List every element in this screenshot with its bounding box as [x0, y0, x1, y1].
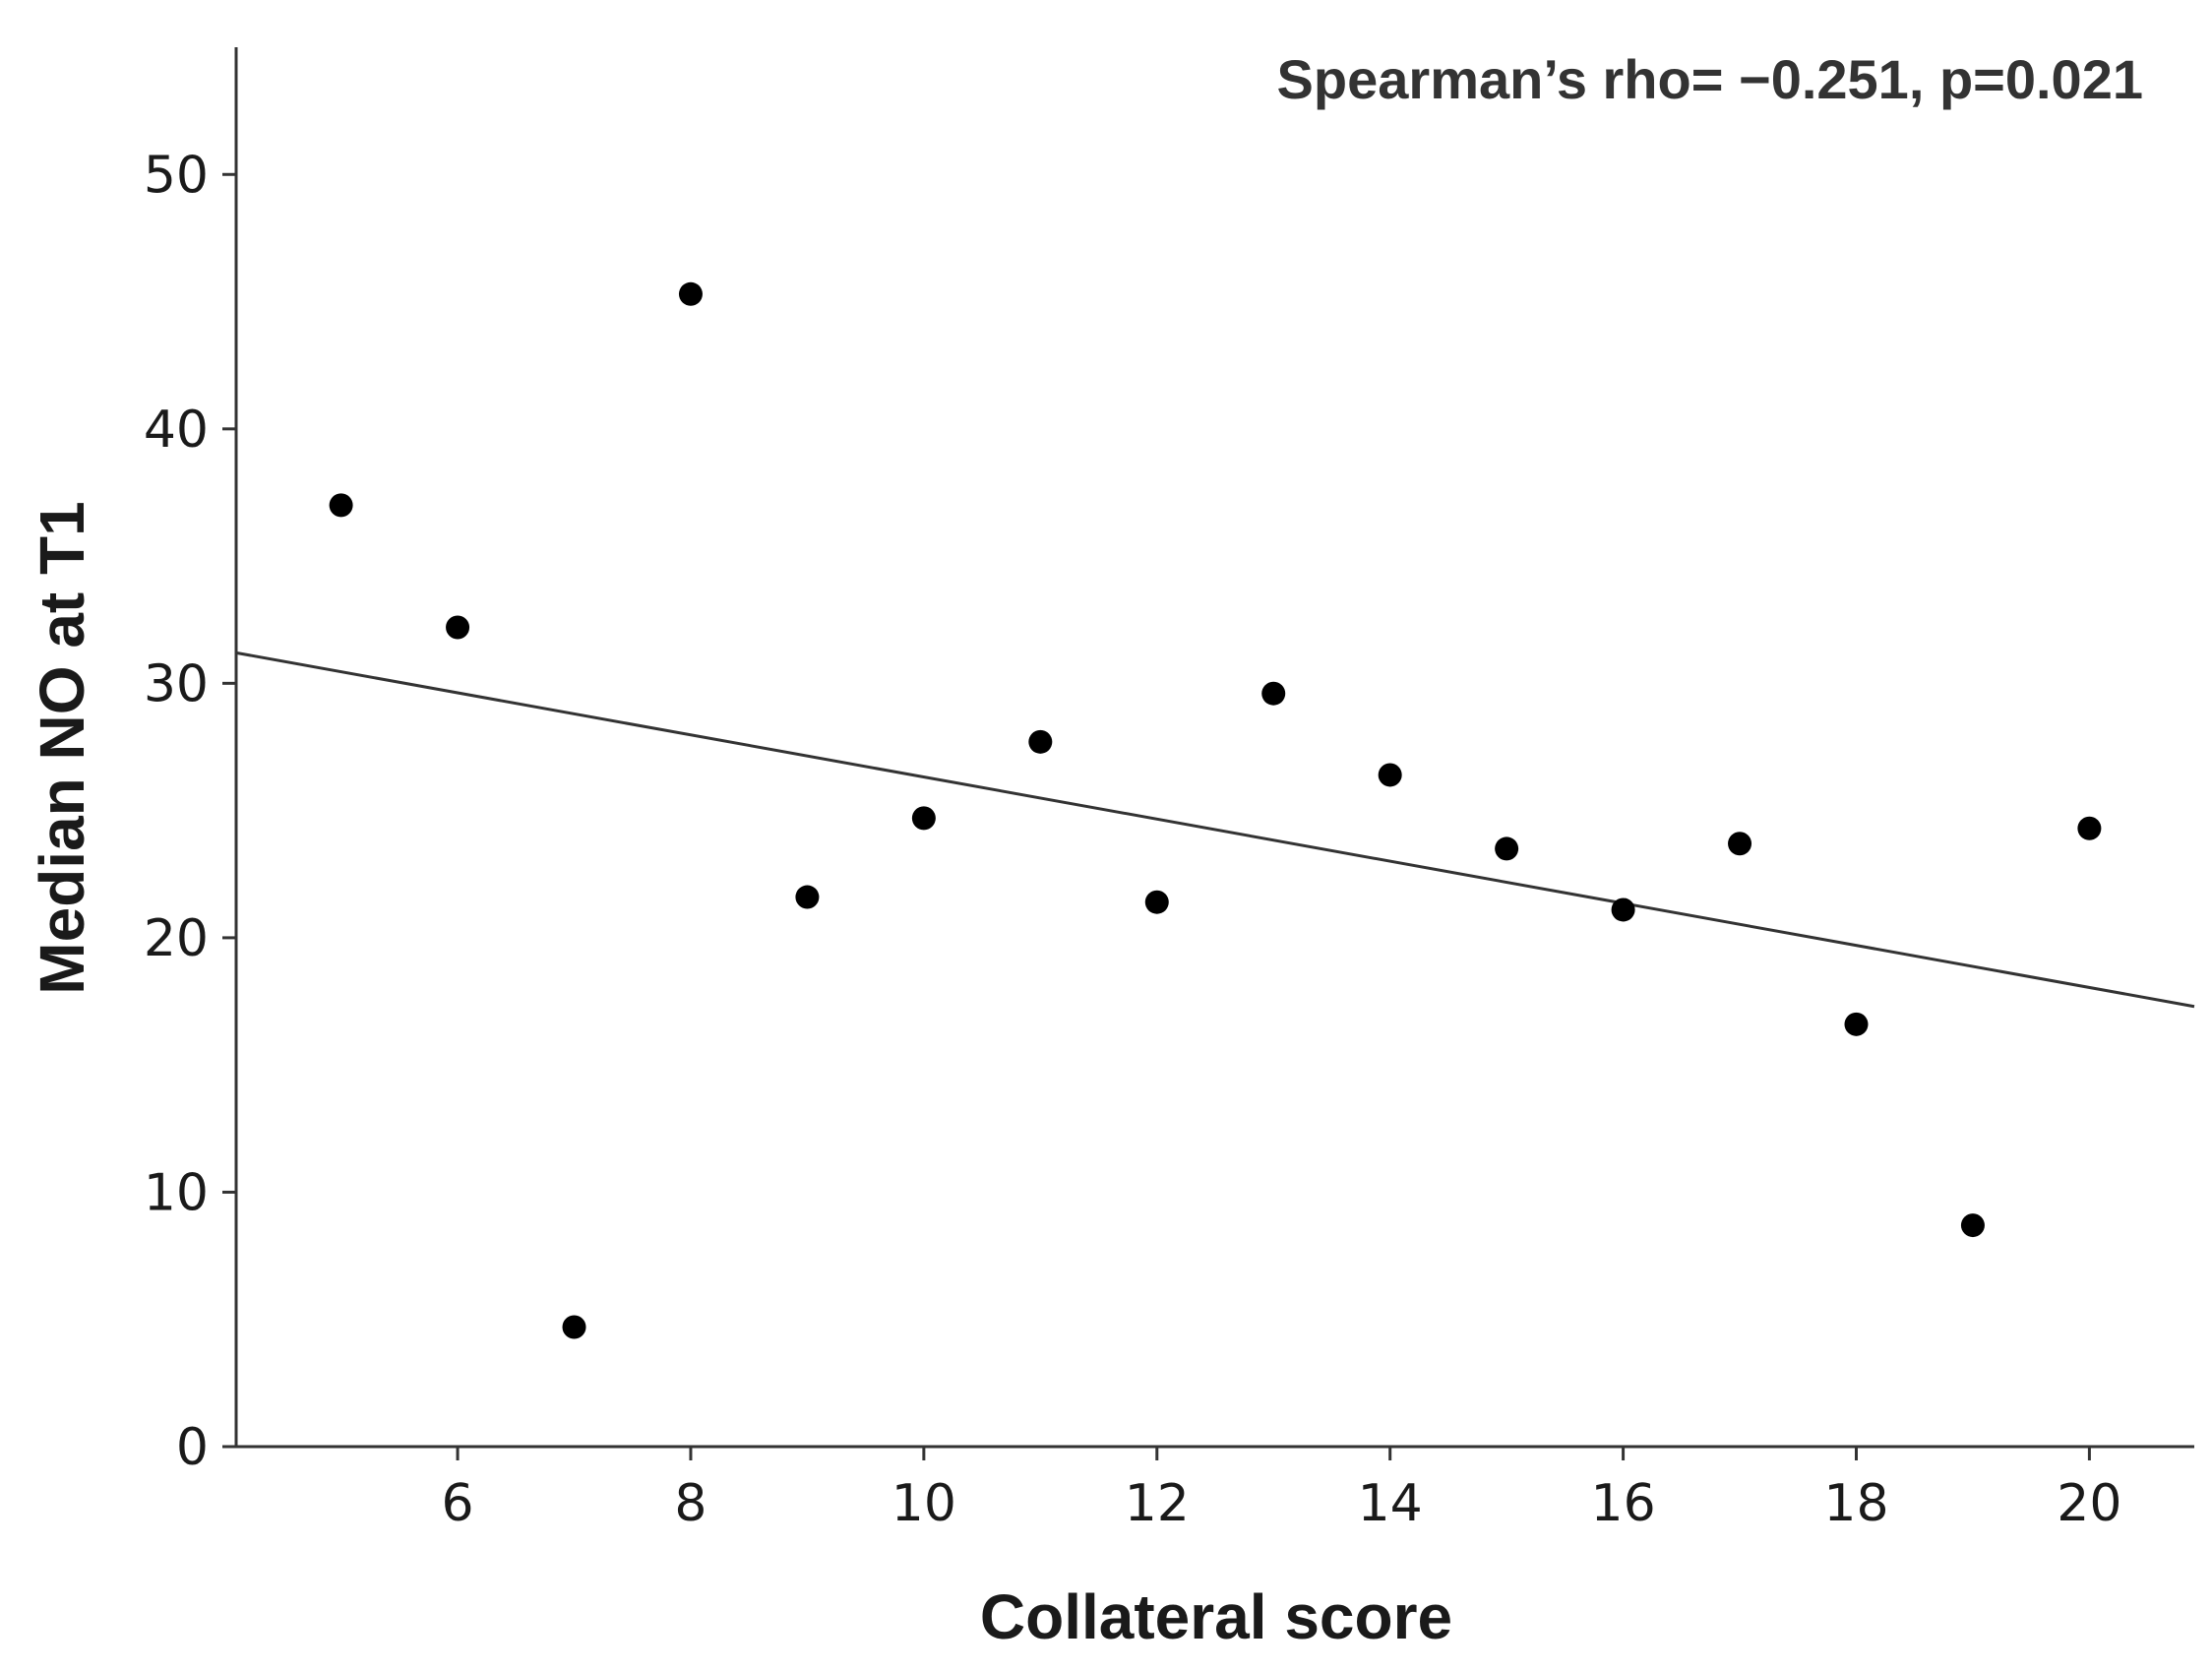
y-tick-label: 0 — [176, 1418, 209, 1477]
regression-line — [235, 650, 2195, 1009]
x-tick-label: 10 — [891, 1474, 956, 1533]
y-tick-label: 10 — [144, 1163, 209, 1222]
data-point — [1495, 836, 1519, 861]
y-tick-label: 40 — [144, 401, 209, 460]
spearman-annotation: Spearman’s rho= −0.251, p=0.021 — [1277, 48, 2143, 110]
data-point — [1028, 729, 1053, 754]
plot-area: 0 10 20 30 40 50 6 8 10 12 14 16 18 20 — [144, 47, 2195, 1533]
x-tick-label: 16 — [1590, 1474, 1655, 1533]
data-point — [329, 493, 353, 518]
x-tick-label: 6 — [442, 1474, 474, 1533]
data-point — [2077, 816, 2102, 840]
y-axis-title: Median NO at T1 — [27, 501, 97, 994]
data-point — [911, 806, 936, 831]
y-tick-label: 20 — [144, 909, 209, 968]
data-point — [1144, 890, 1169, 914]
x-tick-label: 12 — [1125, 1474, 1190, 1533]
x-tick-label: 20 — [2057, 1474, 2121, 1533]
data-point — [678, 281, 703, 306]
x-tick-label: 14 — [1358, 1474, 1423, 1533]
y-tick-label: 50 — [144, 146, 209, 205]
data-point — [1844, 1012, 1869, 1036]
data-point — [1261, 681, 1286, 706]
data-point — [562, 1315, 586, 1339]
data-point — [795, 885, 820, 909]
data-point — [1728, 832, 1752, 856]
data-point — [1378, 763, 1402, 787]
x-tick-label: 8 — [674, 1474, 707, 1533]
y-tick-label: 30 — [144, 654, 209, 713]
data-point — [446, 615, 470, 640]
data-point — [1960, 1213, 1985, 1238]
x-axis-title: Collateral score — [980, 1581, 1452, 1652]
x-tick-label: 18 — [1823, 1474, 1888, 1533]
data-point — [1611, 897, 1635, 922]
